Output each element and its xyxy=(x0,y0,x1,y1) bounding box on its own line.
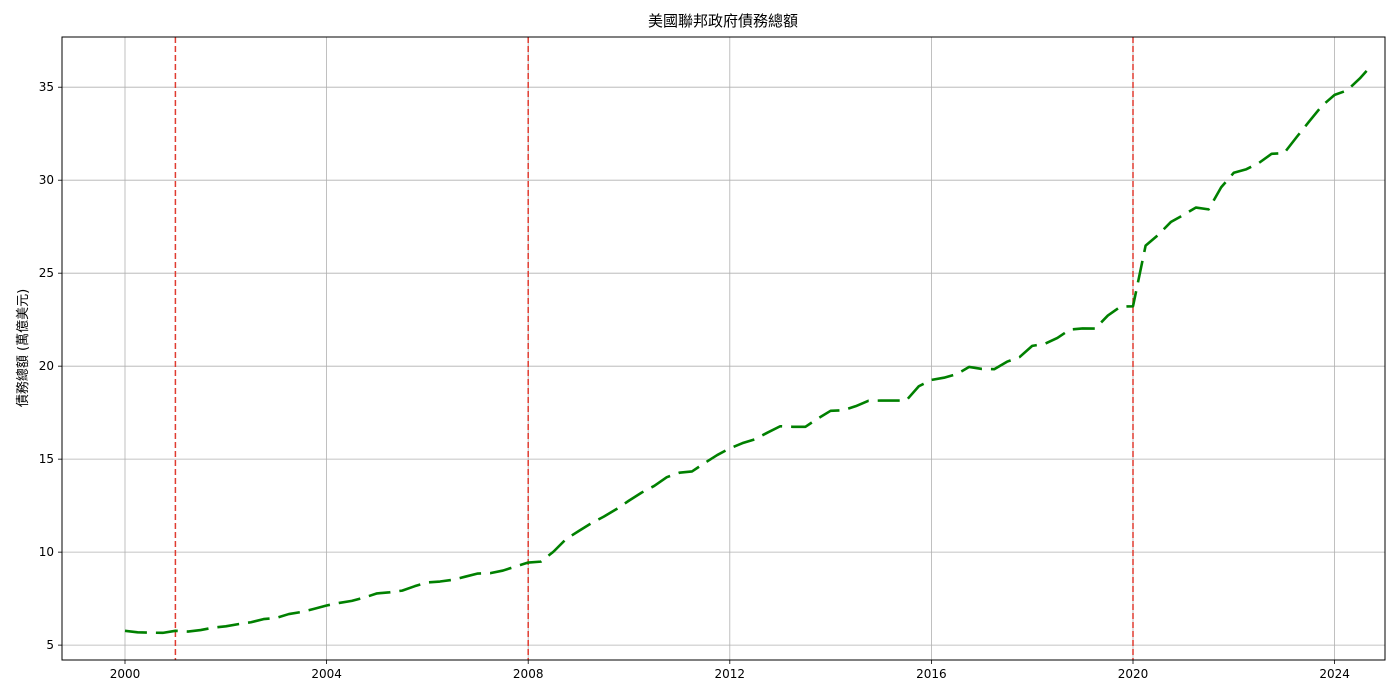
vertical-markers xyxy=(174,37,1134,660)
y-tick-label: 20 xyxy=(39,359,54,373)
plot-frame xyxy=(61,36,1386,661)
x-tick-label: 2000 xyxy=(110,667,141,681)
y-tick-label: 15 xyxy=(39,452,54,466)
x-tick-label: 2004 xyxy=(311,667,342,681)
chart-title: 美國聯邦政府債務總額 xyxy=(648,12,798,30)
x-tick-label: 2020 xyxy=(1118,667,1149,681)
y-tick-label: 5 xyxy=(46,638,54,652)
y-tick-label: 25 xyxy=(39,266,54,280)
y-tick-label: 30 xyxy=(39,173,54,187)
y-tick-label: 35 xyxy=(39,80,54,94)
x-tick-label: 2012 xyxy=(715,667,746,681)
y-tick-label: 10 xyxy=(39,545,54,559)
x-axis: 2000 2004 2008 2012 2016 2020 2024 xyxy=(110,660,1350,681)
x-tick-label: 2024 xyxy=(1319,667,1350,681)
x-tick-label: 2016 xyxy=(916,667,947,681)
series-line xyxy=(124,63,1374,635)
series-layer xyxy=(124,63,1374,635)
y-axis-label: 債務總額 (萬億美元) xyxy=(15,289,31,407)
x-tick-label: 2008 xyxy=(513,667,544,681)
y-axis: 5 10 15 20 25 30 35 xyxy=(39,80,62,652)
